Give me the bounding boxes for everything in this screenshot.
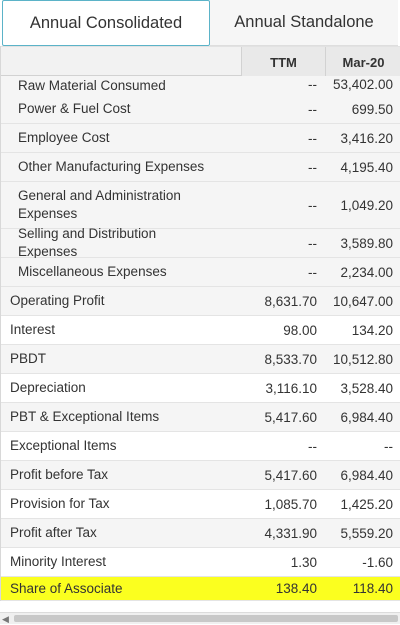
cell-mar-20: 3,416.20 bbox=[340, 130, 393, 146]
cell-mar-20: 53,402.00 bbox=[332, 77, 393, 92]
cell-mar-20: 6,984.40 bbox=[340, 467, 393, 483]
row-label: Share of Associate bbox=[10, 580, 123, 596]
table-row: Share of Associate 138.40 118.40 bbox=[1, 577, 400, 601]
cell-ttm: 5,417.60 bbox=[264, 467, 317, 483]
cell-mar-20: 6,984.40 bbox=[340, 409, 393, 425]
cell-mar-20: 5,559.20 bbox=[340, 525, 393, 541]
table-row: Operating Profit 8,631.70 10,647.00 bbox=[1, 287, 400, 316]
cell-mar-20: 699.50 bbox=[351, 101, 393, 117]
row-label: Raw Material Consumed bbox=[18, 78, 166, 93]
row-label: Depreciation bbox=[10, 380, 86, 395]
financials-table: TTM Mar-20 Raw Material Consumed -- 53,402… bbox=[0, 46, 400, 601]
row-label: PBDT bbox=[10, 351, 47, 366]
cell-ttm: -- bbox=[308, 130, 317, 146]
cell-ttm: 4,331.90 bbox=[264, 525, 317, 541]
table-row: Other Manufacturing Expenses -- 4,195.40 bbox=[1, 153, 400, 182]
row-label: Provision for Tax bbox=[10, 496, 110, 511]
table-header: TTM Mar-20 bbox=[1, 46, 400, 77]
table-row: Raw Material Consumed -- 53,402.00 bbox=[1, 76, 400, 95]
cell-ttm: -- bbox=[308, 264, 317, 280]
row-label: Interest bbox=[10, 322, 56, 337]
cell-ttm: 1.30 bbox=[290, 554, 317, 570]
row-label: Power & Fuel Cost bbox=[18, 101, 131, 116]
table-row: Interest 98.00 134.20 bbox=[1, 316, 400, 345]
tab-annual-standalone[interactable]: Annual Standalone bbox=[210, 0, 398, 46]
cell-mar-20: 1,049.20 bbox=[340, 197, 393, 213]
table-row: PBT & Exceptional Items 5,417.60 6,984.40 bbox=[1, 403, 400, 432]
table-row: Exceptional Items -- -- bbox=[1, 432, 400, 461]
table-row: General and Administration Expenses -- 1,0… bbox=[1, 182, 400, 229]
row-label: Profit before Tax bbox=[10, 467, 109, 482]
row-label: Operating Profit bbox=[10, 293, 105, 308]
column-header-mar-20: Mar-20 bbox=[325, 47, 400, 77]
statement-tabs: Annual Consolidated Annual Standalone bbox=[0, 0, 400, 46]
table-row: Power & Fuel Cost -- 699.50 bbox=[1, 95, 400, 124]
cell-ttm: 1,085.70 bbox=[264, 496, 317, 512]
cell-mar-20: 10,647.00 bbox=[332, 293, 393, 309]
cell-ttm: 8,533.70 bbox=[264, 351, 317, 367]
cell-mar-20: 134.20 bbox=[351, 322, 393, 338]
tab-annual-consolidated[interactable]: Annual Consolidated bbox=[2, 0, 210, 46]
cell-ttm: -- bbox=[308, 438, 317, 454]
table-row: Miscellaneous Expenses -- 2,234.00 bbox=[1, 258, 400, 287]
cell-ttm: 98.00 bbox=[283, 322, 317, 338]
horizontal-scrollbar[interactable]: ◀ bbox=[0, 612, 400, 624]
table-row: Provision for Tax 1,085.70 1,425.20 bbox=[1, 490, 400, 519]
cell-mar-20: 3,589.80 bbox=[340, 235, 393, 251]
cell-ttm: 8,631.70 bbox=[264, 293, 317, 309]
cell-ttm: 5,417.60 bbox=[264, 409, 317, 425]
cell-mar-20: 4,195.40 bbox=[340, 159, 393, 175]
row-label: Miscellaneous Expenses bbox=[18, 264, 167, 279]
table-row: Employee Cost -- 3,416.20 bbox=[1, 124, 400, 153]
cell-mar-20: 10,512.80 bbox=[332, 351, 393, 367]
cell-ttm: 3,116.10 bbox=[265, 380, 317, 396]
scroll-left-icon[interactable]: ◀ bbox=[2, 614, 9, 624]
cell-mar-20: 1,425.20 bbox=[340, 496, 393, 512]
row-label: PBT & Exceptional Items bbox=[10, 409, 160, 424]
row-label: Exceptional Items bbox=[10, 438, 117, 453]
cell-mar-20: 3,528.40 bbox=[340, 380, 393, 396]
cell-mar-20: -- bbox=[384, 438, 393, 454]
cell-mar-20: -1.60 bbox=[362, 554, 393, 570]
cell-mar-20: 118.40 bbox=[352, 581, 393, 596]
row-label: Employee Cost bbox=[18, 130, 110, 145]
scrollbar-thumb[interactable] bbox=[14, 615, 398, 622]
row-label: Profit after Tax bbox=[10, 525, 97, 540]
row-label: Other Manufacturing Expenses bbox=[18, 159, 205, 174]
table-row: Profit before Tax 5,417.60 6,984.40 bbox=[1, 461, 400, 490]
table-row: Minority Interest 1.30 -1.60 bbox=[1, 548, 400, 577]
cell-ttm: -- bbox=[308, 159, 317, 175]
table-row: Depreciation 3,116.10 3,528.40 bbox=[1, 374, 400, 403]
cell-ttm: 138.40 bbox=[275, 581, 317, 596]
cell-ttm: -- bbox=[308, 235, 317, 251]
row-label: Minority Interest bbox=[10, 554, 107, 569]
row-label: Selling and Distribution Expenses bbox=[18, 226, 157, 259]
cell-ttm: -- bbox=[308, 197, 317, 213]
cell-ttm: -- bbox=[308, 77, 317, 92]
table-row: Selling and Distribution Expenses -- 3,589… bbox=[1, 226, 400, 259]
row-label: General and Administration Expenses bbox=[18, 188, 181, 221]
cell-mar-20: 2,234.00 bbox=[340, 264, 393, 280]
table-row: Profit after Tax 4,331.90 5,559.20 bbox=[1, 519, 400, 548]
column-header-ttm: TTM bbox=[241, 47, 325, 77]
table-row: PBDT 8,533.70 10,512.80 bbox=[1, 345, 400, 374]
table-body: Raw Material Consumed -- 53,402.00 Power & … bbox=[1, 76, 400, 601]
cell-ttm: -- bbox=[308, 101, 317, 117]
